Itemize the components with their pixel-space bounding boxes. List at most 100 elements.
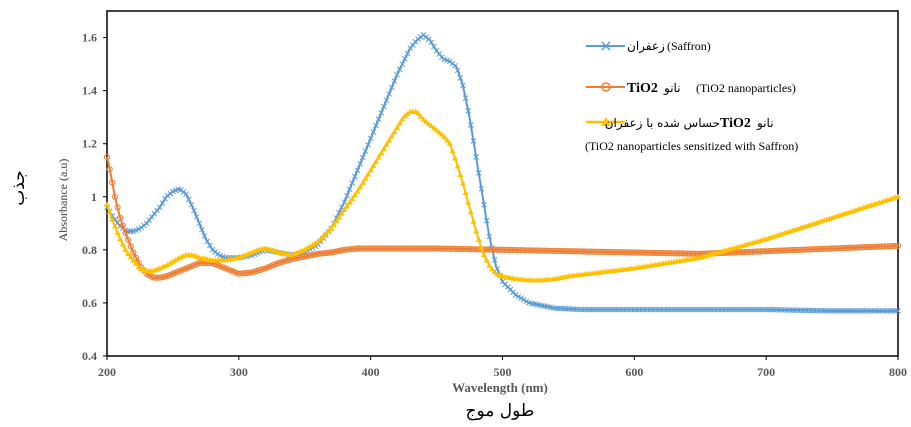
data-point <box>394 71 400 78</box>
data-point <box>388 133 395 139</box>
plot-border <box>106 10 899 357</box>
data-point <box>375 154 382 160</box>
data-point <box>459 180 466 186</box>
x-tick-label: 700 <box>757 365 775 379</box>
data-point <box>380 145 387 151</box>
data-point <box>486 262 493 268</box>
data-point <box>357 161 363 167</box>
data-point <box>259 266 266 273</box>
data-point <box>895 308 901 314</box>
data-point <box>317 236 324 242</box>
data-point <box>512 292 519 298</box>
legend-entry-sensitized: حساس شده با زعفران TiO2 نانو (TiO2 nanop… <box>585 116 798 153</box>
data-point <box>106 208 113 215</box>
data-point <box>309 241 316 248</box>
legend-marker-tio2 <box>601 82 611 92</box>
data-point <box>362 175 369 181</box>
data-point <box>367 135 374 142</box>
data-point <box>481 251 488 258</box>
data-point <box>475 236 482 242</box>
data-point <box>117 214 124 222</box>
data-point <box>325 228 332 234</box>
data-point <box>277 259 285 266</box>
data-point <box>402 55 408 62</box>
data-point <box>383 141 390 147</box>
data-point <box>111 223 118 229</box>
data-point <box>370 162 377 168</box>
x-axis-label: Wavelength (nm) <box>452 380 548 395</box>
data-point <box>104 201 110 207</box>
y-tick-label: 1 <box>91 190 97 204</box>
data-point <box>204 238 211 245</box>
x-tick-label: 400 <box>362 365 380 379</box>
data-point <box>330 221 337 227</box>
data-point <box>386 90 392 97</box>
legend-label-tio2: (TiO2 nanoparticles) <box>696 81 796 95</box>
data-point <box>185 196 192 203</box>
data-point <box>391 78 398 84</box>
data-point <box>518 295 524 301</box>
data-point <box>404 50 411 57</box>
data-point <box>156 204 163 211</box>
data-point <box>417 113 424 119</box>
data-point <box>117 236 124 242</box>
data-point <box>380 103 387 110</box>
data-point <box>114 229 121 235</box>
data-point <box>441 134 448 140</box>
data-point <box>351 191 358 198</box>
data-point <box>336 214 343 220</box>
legend-label-sensitized-fa1: نانو <box>756 116 774 131</box>
data-point <box>344 192 350 199</box>
data-point <box>248 269 256 276</box>
data-point <box>488 265 495 271</box>
data-point <box>465 199 472 205</box>
data-point <box>341 199 348 205</box>
data-point <box>109 216 116 222</box>
data-point <box>125 250 132 257</box>
data-point <box>183 191 189 197</box>
data-point <box>372 158 379 164</box>
data-point <box>462 95 469 101</box>
data-point <box>354 167 361 174</box>
data-point <box>159 200 166 206</box>
data-point <box>423 118 430 124</box>
data-point <box>357 184 364 190</box>
data-point <box>365 171 372 177</box>
data-point <box>475 170 482 176</box>
data-point <box>436 129 443 135</box>
data-point <box>354 188 361 194</box>
data-point <box>420 116 427 122</box>
data-point <box>478 185 485 192</box>
data-point <box>349 180 356 186</box>
data-point <box>454 163 461 169</box>
y-axis-label-fa: جذب <box>9 170 29 205</box>
data-point <box>193 214 200 220</box>
data-point <box>373 122 379 129</box>
data-point <box>161 273 169 280</box>
data-point <box>127 243 134 250</box>
x-tick-label: 300 <box>230 365 248 379</box>
series-sensitized <box>104 108 901 283</box>
data-point <box>343 203 350 209</box>
data-point <box>478 245 485 251</box>
data-point <box>346 199 353 205</box>
data-point <box>894 242 902 249</box>
x-axis-ticks: 200 300 400 500 600 700 800 <box>98 356 907 379</box>
data-point <box>431 43 437 50</box>
y-tick-label: 0.6 <box>82 296 97 310</box>
data-point <box>391 128 398 135</box>
data-point <box>444 137 451 143</box>
data-point <box>367 167 374 173</box>
data-point <box>428 39 435 46</box>
y-tick-label: 1.2 <box>82 137 97 151</box>
data-point <box>446 140 453 146</box>
legend-label-sensitized: (TiO2 nanoparticles sensitized with Saff… <box>585 139 798 153</box>
data-point <box>383 97 390 104</box>
series-line-sensitized <box>106 110 899 282</box>
data-point <box>483 257 490 263</box>
x-axis-label-fa: طول موج <box>466 401 535 421</box>
data-point <box>251 268 258 275</box>
data-point <box>111 193 119 200</box>
legend-label-sensitized-bold: TiO2 <box>720 116 751 131</box>
data-point <box>452 155 459 161</box>
